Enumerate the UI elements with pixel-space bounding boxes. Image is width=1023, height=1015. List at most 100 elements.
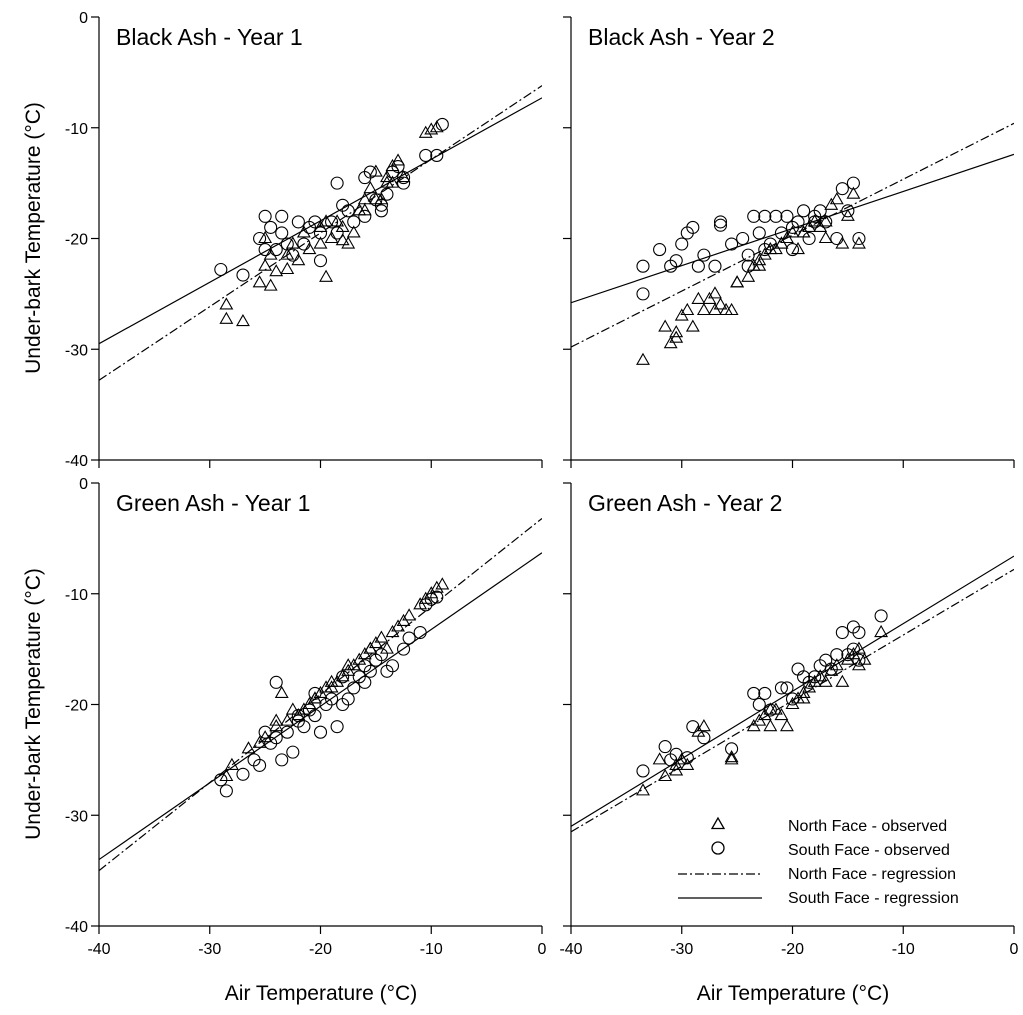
north-face-point <box>696 719 711 732</box>
north-face-point <box>658 768 673 782</box>
north-face-point <box>324 230 339 244</box>
north-face-point <box>818 214 833 227</box>
north-face-point <box>724 752 739 765</box>
south-face-point <box>813 204 827 218</box>
south-face-point <box>391 159 405 174</box>
south-face-point <box>280 237 294 251</box>
south-face-point <box>874 609 888 623</box>
north-face-point <box>252 275 267 288</box>
x-tick-label: -10 <box>420 941 443 958</box>
south-face-point <box>686 720 700 734</box>
north-face-point <box>818 230 833 244</box>
south-face-point <box>780 209 794 223</box>
legend-triangle-marker <box>710 816 726 830</box>
south-face-point <box>697 731 711 745</box>
south-face-point <box>802 231 816 246</box>
y-tick-label: -20 <box>65 232 88 249</box>
south-face-point <box>752 226 766 240</box>
north-face-point <box>774 236 789 249</box>
north-face-regression-line <box>99 517 542 872</box>
y-tick-label: -20 <box>65 698 88 715</box>
y-tick-label: -30 <box>65 808 88 825</box>
south-face-point <box>785 243 800 257</box>
south-face-point <box>713 215 728 229</box>
south-face-point <box>636 287 650 301</box>
north-face-point <box>774 707 789 721</box>
south-face-point <box>264 220 278 234</box>
south-face-point <box>424 592 438 606</box>
north-face-point <box>685 319 700 332</box>
south-face-point <box>824 662 838 676</box>
south-face-point <box>830 648 844 662</box>
north-face-point <box>341 236 356 249</box>
north-face-point <box>780 719 794 732</box>
y-axis-label-bottom: Under-bark Temperature (°C) <box>22 568 45 840</box>
south-face-point <box>835 182 849 196</box>
north-face-point <box>258 230 273 244</box>
south-face-point <box>258 243 272 257</box>
north-face-regression-line <box>571 122 1014 348</box>
y-tick-label: -10 <box>65 587 88 604</box>
north-face-point <box>368 164 383 177</box>
south-face-point <box>808 670 822 684</box>
south-face-point <box>280 725 294 739</box>
north-face-point <box>713 297 728 310</box>
south-face-point <box>725 742 739 756</box>
north-face-point <box>236 313 250 327</box>
north-face-point <box>269 713 284 726</box>
south-face-point <box>380 187 394 201</box>
south-face-point <box>785 692 800 706</box>
x-tick-label: 0 <box>1010 941 1019 958</box>
x-tick-label: -30 <box>198 941 221 958</box>
x-tick-label: -20 <box>309 941 332 958</box>
north-face-point <box>636 783 650 796</box>
south-face-point <box>313 725 328 739</box>
south-face-point <box>435 117 449 131</box>
panel-2: Black Ash - Year 2 <box>563 16 1015 468</box>
north-face-point <box>669 325 684 338</box>
north-face-point <box>796 691 811 704</box>
north-face-point <box>724 750 739 763</box>
legend-label-north-regression: North Face - regression <box>788 866 956 883</box>
panel-3: 0 -10 -20 -30 -40 -40 -30 -20 -10 0 Green Ash - Ye… <box>65 476 547 958</box>
south-face-point <box>236 767 250 781</box>
south-face-point <box>747 686 761 700</box>
x-tick-label: 0 <box>538 941 547 958</box>
north-face-point <box>418 125 433 138</box>
south-face-point <box>313 254 328 268</box>
x-axis-label-right: Air Temperature (°C) <box>697 982 889 1005</box>
panels: 0 -10 -20 -30 -40 Black Ash - Year 1 Black Ash… <box>65 10 1019 958</box>
south-face-point <box>347 215 361 229</box>
south-face-point <box>697 248 711 262</box>
south-face-point <box>658 740 672 754</box>
north-face-point <box>285 236 300 249</box>
south-face-point <box>358 675 372 689</box>
north-face-point <box>730 275 745 288</box>
south-face-point <box>258 209 272 223</box>
south-face-point <box>269 675 283 689</box>
south-face-point <box>736 231 750 246</box>
south-face-point <box>275 226 289 240</box>
north-face-point <box>674 752 689 765</box>
south-face-point <box>430 590 444 604</box>
south-face-point <box>846 642 860 656</box>
north-face-point <box>391 153 405 166</box>
south-face-point <box>675 237 689 251</box>
south-face-point <box>291 714 305 728</box>
north-face-point <box>669 763 684 776</box>
south-face-point <box>253 231 267 246</box>
north-face-point <box>835 674 850 687</box>
south-face-point <box>330 176 344 190</box>
north-face-point <box>308 691 322 704</box>
south-face-point <box>774 681 788 695</box>
north-face-point <box>730 275 745 288</box>
south-face-point <box>397 176 411 190</box>
north-face-point <box>857 652 872 665</box>
south-face-point <box>669 254 683 268</box>
south-face-point <box>308 215 322 229</box>
south-face-point <box>275 209 289 223</box>
south-face-point <box>363 165 377 179</box>
north-face-point <box>241 741 256 754</box>
south-face-point <box>275 753 289 767</box>
